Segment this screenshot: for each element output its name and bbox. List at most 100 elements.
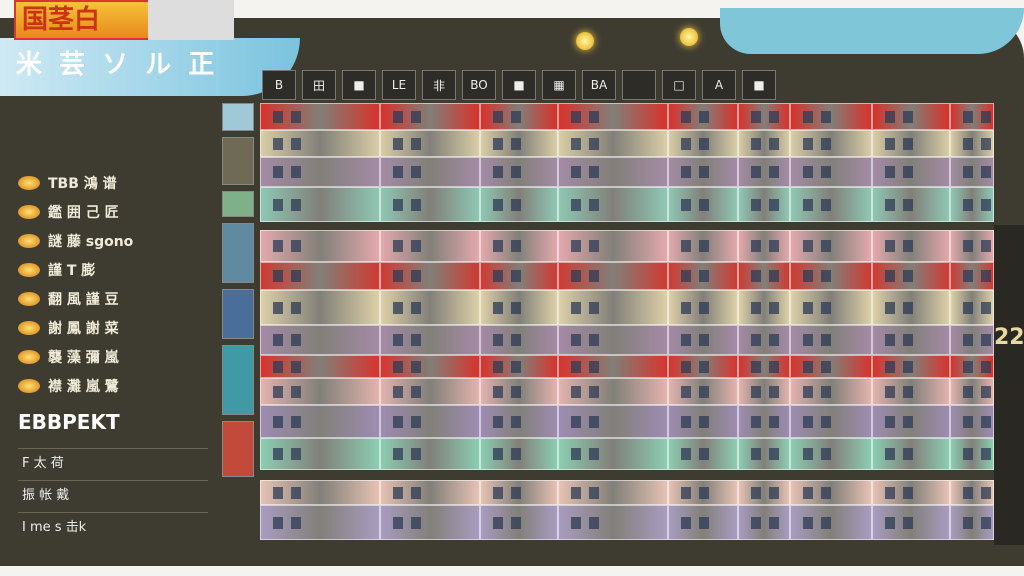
grid-cell[interactable]: [790, 325, 872, 355]
grid-cell[interactable]: [668, 505, 738, 540]
grid-cell[interactable]: [260, 405, 380, 438]
grid-cell[interactable]: [738, 505, 790, 540]
grid-cell[interactable]: [380, 230, 480, 262]
grid-cell[interactable]: [260, 505, 380, 540]
header-tab[interactable]: ■: [502, 70, 536, 100]
grid-cell[interactable]: [668, 262, 738, 290]
grid-cell[interactable]: [668, 187, 738, 222]
grid-cell[interactable]: [668, 355, 738, 378]
sub-item[interactable]: F 太 荷: [18, 448, 208, 480]
grid-cell[interactable]: [558, 187, 668, 222]
header-tab[interactable]: BA: [582, 70, 616, 100]
grid-cell[interactable]: [558, 262, 668, 290]
header-tab[interactable]: LE: [382, 70, 416, 100]
grid-cell[interactable]: [260, 157, 380, 187]
grid-cell[interactable]: [790, 355, 872, 378]
grid-cell[interactable]: [872, 355, 950, 378]
grid-cell[interactable]: [790, 480, 872, 505]
grid-cell[interactable]: [480, 230, 558, 262]
grid-cell[interactable]: [872, 480, 950, 505]
grid-cell[interactable]: [872, 438, 950, 470]
grid-cell[interactable]: [480, 438, 558, 470]
grid-cell[interactable]: [668, 230, 738, 262]
grid-cell[interactable]: [260, 290, 380, 325]
side-block[interactable]: [222, 137, 254, 185]
grid-cell[interactable]: [790, 130, 872, 157]
grid-cell[interactable]: [480, 405, 558, 438]
grid-cell[interactable]: [558, 130, 668, 157]
grid-cell[interactable]: [872, 157, 950, 187]
grid-cell[interactable]: [872, 290, 950, 325]
grid-cell[interactable]: [668, 378, 738, 405]
grid-cell[interactable]: [738, 187, 790, 222]
grid-cell[interactable]: [668, 480, 738, 505]
grid-cell[interactable]: [738, 355, 790, 378]
grid-cell[interactable]: [872, 130, 950, 157]
grid-cell[interactable]: [558, 355, 668, 378]
grid-cell[interactable]: [950, 480, 994, 505]
header-tab[interactable]: □: [662, 70, 696, 100]
grid-cell[interactable]: [558, 290, 668, 325]
header-tab[interactable]: ■: [342, 70, 376, 100]
grid-cell[interactable]: [380, 505, 480, 540]
grid-cell[interactable]: [558, 438, 668, 470]
grid-cell[interactable]: [380, 378, 480, 405]
grid-cell[interactable]: [950, 505, 994, 540]
grid-cell[interactable]: [260, 378, 380, 405]
grid-cell[interactable]: [738, 230, 790, 262]
grid-cell[interactable]: [260, 262, 380, 290]
grid-cell[interactable]: [558, 480, 668, 505]
header-tab[interactable]: A: [702, 70, 736, 100]
grid-cell[interactable]: [558, 157, 668, 187]
grid-cell[interactable]: [668, 438, 738, 470]
grid-cell[interactable]: [260, 130, 380, 157]
grid-cell[interactable]: [790, 262, 872, 290]
menu-item[interactable]: 襲 藻 彌 嵐: [18, 342, 208, 371]
header-tab[interactable]: ▦: [542, 70, 576, 100]
grid-cell[interactable]: [260, 325, 380, 355]
grid-cell[interactable]: [950, 438, 994, 470]
grid-cell[interactable]: [480, 187, 558, 222]
grid-cell[interactable]: [380, 405, 480, 438]
grid-cell[interactable]: [738, 378, 790, 405]
grid-cell[interactable]: [872, 378, 950, 405]
grid-cell[interactable]: [790, 230, 872, 262]
grid-cell[interactable]: [558, 505, 668, 540]
menu-item[interactable]: 謝 鳳 謝 菜: [18, 313, 208, 342]
grid-cell[interactable]: [950, 157, 994, 187]
grid-cell[interactable]: [380, 480, 480, 505]
grid-cell[interactable]: [480, 505, 558, 540]
grid-cell[interactable]: [950, 325, 994, 355]
grid-cell[interactable]: [480, 355, 558, 378]
grid-cell[interactable]: [260, 103, 380, 130]
grid-cell[interactable]: [950, 290, 994, 325]
grid-cell[interactable]: [872, 405, 950, 438]
grid-cell[interactable]: [380, 290, 480, 325]
grid-cell[interactable]: [558, 325, 668, 355]
grid-cell[interactable]: [790, 157, 872, 187]
grid-cell[interactable]: [260, 355, 380, 378]
grid-cell[interactable]: [738, 325, 790, 355]
grid-cell[interactable]: [260, 230, 380, 262]
grid-cell[interactable]: [950, 103, 994, 130]
side-block[interactable]: [222, 421, 254, 477]
menu-item[interactable]: 謹 T 膨: [18, 255, 208, 284]
grid-cell[interactable]: [558, 230, 668, 262]
grid-cell[interactable]: [480, 130, 558, 157]
grid-cell[interactable]: [668, 405, 738, 438]
grid-cell[interactable]: [790, 103, 872, 130]
side-block[interactable]: [222, 103, 254, 131]
header-tab[interactable]: 非: [422, 70, 456, 100]
grid-cell[interactable]: [790, 187, 872, 222]
grid-cell[interactable]: [480, 262, 558, 290]
grid-cell[interactable]: [950, 355, 994, 378]
grid-cell[interactable]: [380, 103, 480, 130]
grid-cell[interactable]: [260, 480, 380, 505]
grid-cell[interactable]: [790, 438, 872, 470]
grid-cell[interactable]: [558, 378, 668, 405]
grid-cell[interactable]: [950, 378, 994, 405]
grid-cell[interactable]: [480, 325, 558, 355]
grid-cell[interactable]: [738, 157, 790, 187]
grid-cell[interactable]: [380, 187, 480, 222]
grid-cell[interactable]: [380, 262, 480, 290]
